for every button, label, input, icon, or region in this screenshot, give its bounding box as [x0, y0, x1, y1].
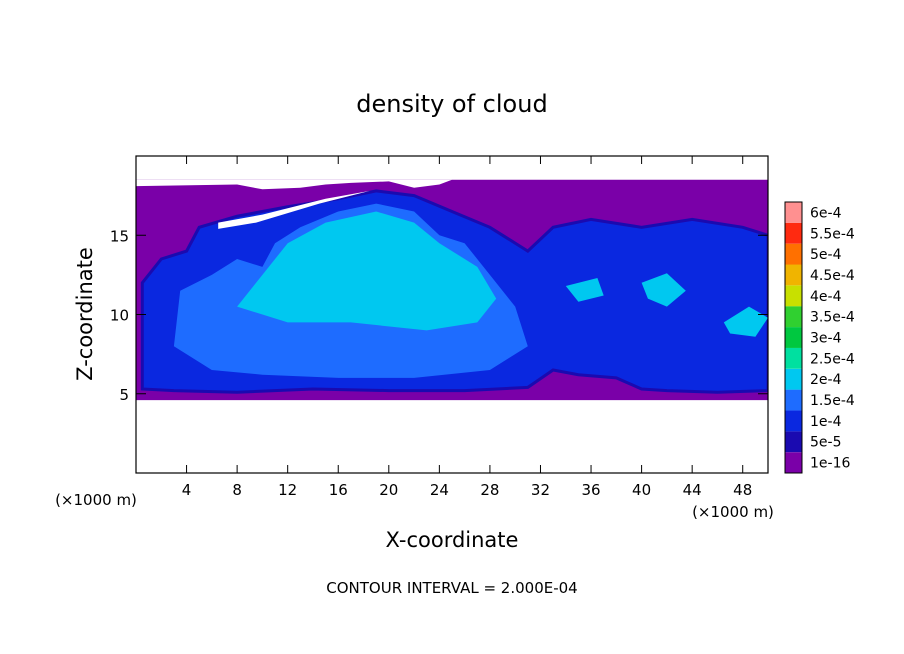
- colorbar-swatch: [785, 452, 802, 474]
- colorbar-swatch: [785, 202, 802, 223]
- colorbar-label: 1e-16: [810, 456, 850, 472]
- colorbar-swatch: [785, 285, 802, 307]
- colorbar-swatch: [785, 389, 802, 411]
- region-cyan-patch-2: [565, 278, 604, 302]
- colorbar-swatch: [785, 347, 802, 369]
- x-tick-label: 32: [531, 481, 550, 499]
- chart-title: density of cloud: [356, 90, 547, 118]
- colorbar-label: 2e-4: [810, 372, 842, 388]
- colorbar-swatch: [785, 410, 802, 432]
- region-white-hole-1: [218, 190, 370, 229]
- contour-fill-layer: [136, 179, 768, 401]
- x-tick-label: 24: [430, 481, 449, 499]
- region-white-hole-2: [136, 179, 452, 190]
- x-axis-label: X-coordinate: [386, 528, 519, 552]
- plot-area: [136, 156, 768, 473]
- colorbar-swatch: [785, 222, 802, 244]
- colorbar-label: 3e-4: [810, 331, 842, 347]
- colorbar-swatch: [785, 264, 802, 286]
- colorbar-label: 2.5e-4: [810, 351, 855, 367]
- x-tick-label: 4: [182, 481, 192, 499]
- region-cyan-patch-3: [723, 306, 768, 337]
- y-unit-note: (×1000 m): [55, 491, 137, 509]
- colorbar-label: 1e-4: [810, 414, 842, 430]
- x-tick-label: 48: [733, 481, 752, 499]
- region-cyan-core: [237, 211, 497, 331]
- colorbar-swatch: [785, 368, 802, 390]
- colorbar-label: 6e-4: [810, 205, 842, 221]
- colorbar-label: 4e-4: [810, 289, 842, 305]
- colorbar-swatch: [785, 431, 802, 453]
- colorbar-swatch: [785, 243, 802, 265]
- x-tick-label: 28: [480, 481, 499, 499]
- x-tick-label: 8: [232, 481, 242, 499]
- x-axis-ticks: 4 8 12 16 20 24 28 32 36 40 44 48: [182, 156, 752, 499]
- colorbar-swatch: [785, 327, 802, 348]
- y-tick-label: 15: [110, 227, 129, 245]
- x-tick-label: 20: [379, 481, 398, 499]
- x-tick-label: 44: [683, 481, 702, 499]
- x-tick-label: 12: [278, 481, 297, 499]
- y-axis-label: Z-coordinate: [73, 247, 97, 381]
- region-cyan-patch-1: [641, 273, 686, 307]
- colorbar-label: 4.5e-4: [810, 268, 855, 284]
- colorbar: 1e-16 5e-5 1e-4 1.5e-4 2e-4 2.5e-4 3e-4 3.5e-4 4…: [784, 201, 855, 474]
- colorbar-label: 3.5e-4: [810, 310, 855, 326]
- colorbar-swatch: [785, 306, 802, 328]
- colorbar-label: 5.5e-4: [810, 226, 855, 242]
- x-tick-label: 40: [632, 481, 651, 499]
- y-axis-ticks: 5 10 15: [110, 227, 768, 404]
- colorbar-label: 5e-5: [810, 435, 841, 451]
- x-tick-label: 36: [581, 481, 600, 499]
- x-tick-label: 16: [329, 481, 348, 499]
- colorbar-label: 1.5e-4: [810, 393, 855, 409]
- y-tick-label: 5: [119, 386, 129, 404]
- colorbar-label: 5e-4: [810, 247, 842, 263]
- x-unit-note: (×1000 m): [692, 503, 774, 521]
- colorbar-frame: [784, 201, 803, 474]
- contour-interval-note: CONTOUR INTERVAL = 2.000E-04: [326, 579, 577, 597]
- y-tick-label: 10: [110, 307, 129, 325]
